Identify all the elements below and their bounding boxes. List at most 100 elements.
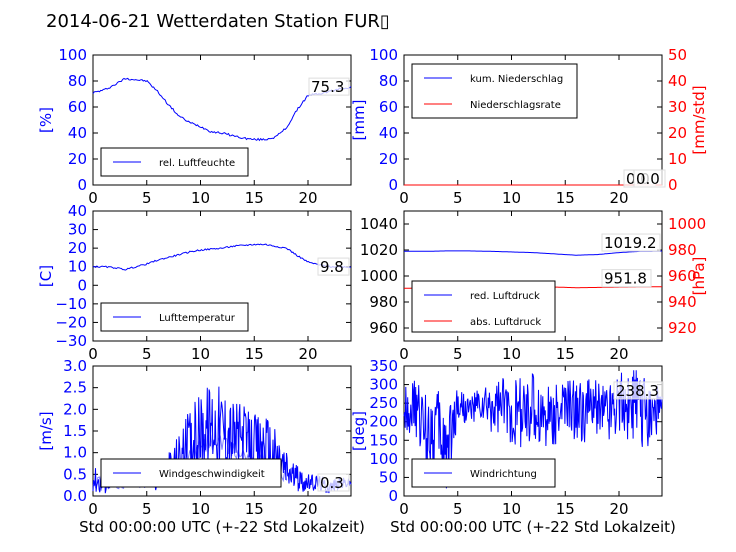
legend-label: Windrichtung	[470, 469, 537, 480]
legend-label: red. Luftdruck	[470, 291, 540, 302]
x-tick-label: 10	[191, 500, 210, 518]
legend-label: kum. Niederschlag	[470, 74, 563, 85]
y-tick-label: 1040	[360, 215, 398, 233]
y-tick-label: 100	[58, 46, 87, 64]
x-axis-label: Std 00:00:00 UTC (+-22 Std Lokalzeit)	[390, 518, 676, 536]
y-tick-label-right: 940	[668, 293, 697, 311]
x-tick-label: 15	[556, 189, 575, 207]
y-tick-label-right: 50	[668, 46, 687, 64]
y-tick-label-right: 920	[668, 319, 697, 337]
y-tick-label: 40	[68, 124, 87, 142]
y-tick-label-right: 960	[668, 267, 697, 285]
x-axis-label: Std 00:00:00 UTC (+-22 Std Lokalzeit)	[79, 518, 365, 536]
y-tick-label: 350	[369, 357, 398, 375]
y-tick-label: 960	[369, 319, 398, 337]
chart-precip: 0 5 10 15 20 0 20 40 60 80 100 0 10 20 30 40 50 [mm] [mm/s…	[350, 46, 708, 207]
y-tick-label: 0.0	[63, 487, 87, 505]
value-label-box	[601, 269, 652, 288]
y-tick-label: 1000	[360, 267, 398, 285]
y-tick-label-right: 20	[668, 124, 687, 142]
y-tick-label: −20	[55, 313, 87, 331]
value-label: 238.3	[616, 382, 659, 400]
y-axis-label: [m/s]	[37, 411, 55, 450]
x-tick-label: 20	[609, 345, 628, 363]
value-label: 0.3	[320, 474, 344, 492]
chart-pressure: 0 5 10 15 20 960 980 1000 1020 1040 920 940 960 980 10…	[360, 210, 708, 363]
y-tick-label: 0.5	[63, 465, 87, 483]
x-tick-label: 20	[298, 500, 317, 518]
y-tick-label-right: 0	[668, 176, 678, 194]
y-tick-label: 250	[369, 394, 398, 412]
x-tick-label: 15	[245, 500, 264, 518]
y-tick-label: 300	[369, 376, 398, 394]
y-axis-label: [deg]	[350, 411, 368, 451]
y-tick-label: 0	[388, 487, 398, 505]
legend-label: abs. Luftdruck	[470, 317, 541, 328]
y-tick-label: 0	[77, 276, 87, 294]
x-tick-label: 5	[142, 189, 152, 207]
x-tick-label: 20	[298, 345, 317, 363]
x-tick-label: 5	[142, 500, 152, 518]
y-tick-label: 80	[379, 72, 398, 90]
y-tick-label: −30	[55, 332, 87, 350]
y-tick-label: 80	[68, 72, 87, 90]
value-label-box	[601, 233, 661, 252]
y-tick-label: 20	[68, 239, 87, 257]
x-tick-label: 15	[245, 189, 264, 207]
y-tick-label: 50	[379, 468, 398, 486]
y-tick-label: 2.0	[63, 400, 87, 418]
y-tick-label: 980	[369, 293, 398, 311]
x-tick-label: 10	[191, 345, 210, 363]
x-tick-label: 5	[453, 345, 463, 363]
value-label-box	[317, 473, 350, 492]
series-line	[92, 77, 352, 142]
y-axis-label: [C]	[37, 265, 55, 287]
value-label-box	[317, 257, 350, 276]
x-tick-label: 0	[88, 500, 98, 518]
legend-box	[411, 63, 578, 119]
x-tick-label: 15	[245, 345, 264, 363]
x-tick-label: 20	[298, 189, 317, 207]
value-label-box	[613, 381, 664, 400]
y-tick-label: 100	[369, 46, 398, 64]
x-tick-label: 10	[502, 500, 521, 518]
y-axis-label-right: [mm/std]	[690, 85, 708, 154]
y-tick-label: 10	[68, 258, 87, 276]
x-tick-label: 0	[399, 345, 409, 363]
x-tick-label: 20	[609, 189, 628, 207]
y-tick-label: 100	[369, 450, 398, 468]
x-tick-label: 5	[453, 189, 463, 207]
x-tick-label: 20	[609, 500, 628, 518]
y-tick-label: 1.5	[63, 422, 87, 440]
y-tick-label-right: 30	[668, 98, 687, 116]
y-tick-label-right: 40	[668, 72, 687, 90]
value-label: 75.3	[311, 78, 344, 96]
legend-label: Lufttemperatur	[159, 313, 236, 324]
legend-label: Windgeschwindigkeit	[159, 469, 265, 480]
x-tick-label: 10	[191, 189, 210, 207]
value-label: 9.8	[320, 258, 344, 276]
chart-humidity: 0 5 10 15 20 0 20 40 60 80 100 [%] 75.3 rel. Luftfeuc…	[37, 46, 352, 207]
x-tick-label: 0	[399, 500, 409, 518]
chart-wind: 0 5 10 15 20 0.0 0.5 1.0 1.5 2.0 2.5 3.0 [m/s] Std 00…	[37, 357, 365, 536]
series-line	[92, 243, 351, 271]
legend-label: rel. Luftfeuchte	[159, 158, 235, 169]
y-tick-label: 3.0	[63, 357, 87, 375]
y-tick-label: 1020	[360, 241, 398, 259]
value-label-box	[633, 169, 666, 188]
x-tick-label: 5	[453, 500, 463, 518]
y-tick-label: −10	[55, 295, 87, 313]
y-axis-label: [%]	[37, 107, 55, 133]
x-tick-label: 15	[556, 500, 575, 518]
y-tick-label-right: 980	[668, 241, 697, 259]
y-tick-label: 150	[369, 431, 398, 449]
y-tick-label: 60	[379, 98, 398, 116]
y-tick-label: 2.5	[63, 379, 87, 397]
y-tick-label: 30	[68, 221, 87, 239]
figure-title: 2014-06-21 Wetterdaten Station FUR▯	[46, 11, 390, 32]
y-tick-label: 200	[369, 413, 398, 431]
y-tick-label: 1.0	[63, 444, 87, 462]
x-tick-label: 10	[502, 189, 521, 207]
y-tick-label-right: 1000	[668, 215, 706, 233]
